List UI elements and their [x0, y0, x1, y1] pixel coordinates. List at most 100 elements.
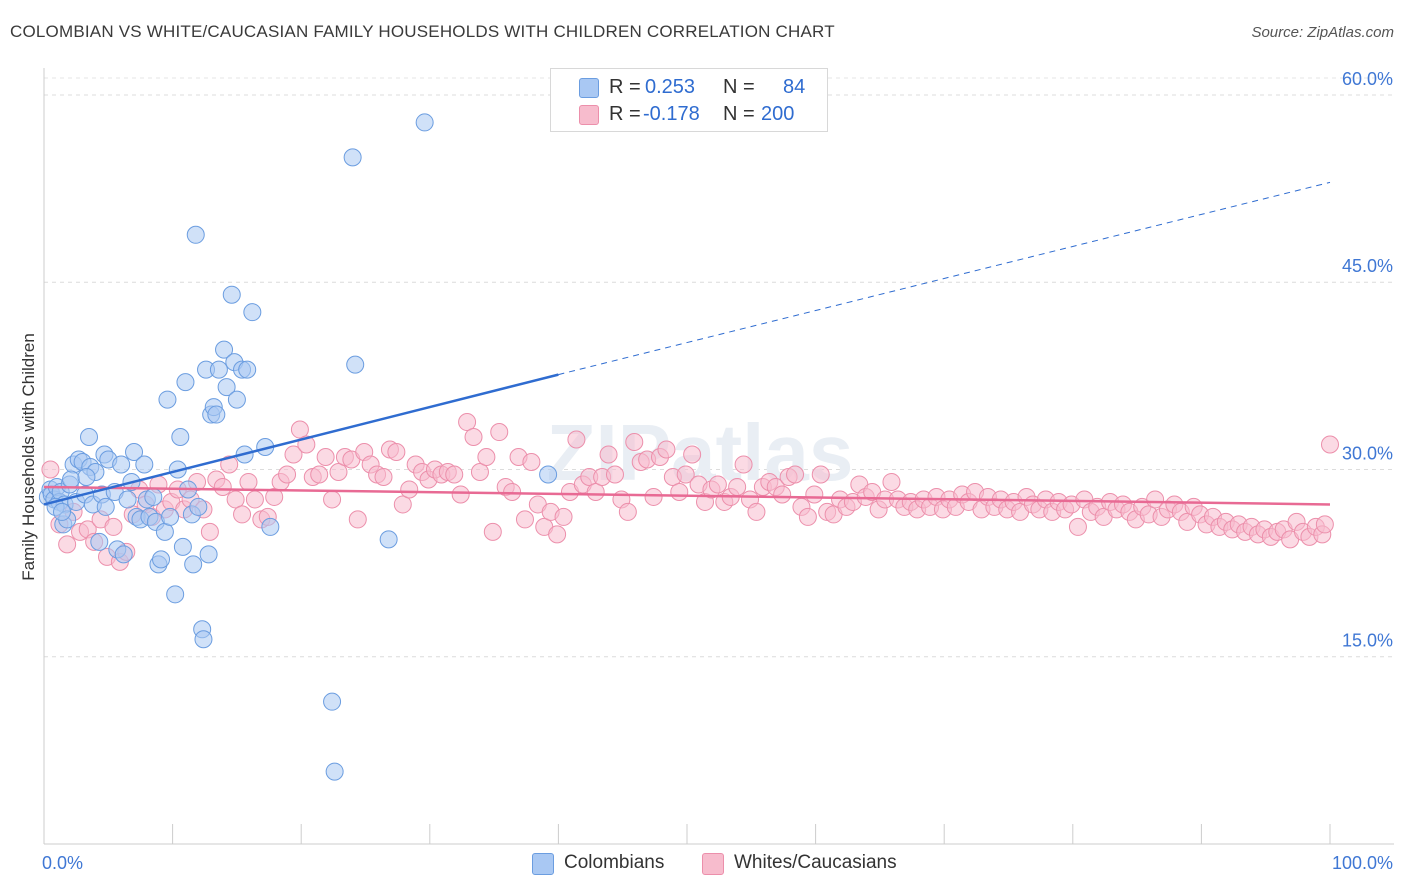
data-point	[209, 360, 228, 379]
y-tick-label: 60.0%	[1342, 69, 1393, 89]
data-point	[233, 505, 252, 524]
data-point	[798, 507, 817, 526]
data-point	[152, 550, 171, 569]
data-point	[734, 455, 753, 474]
data-point	[329, 462, 348, 481]
bottom-legend-label: Whites/Caucasians	[734, 852, 897, 873]
data-point	[155, 522, 174, 541]
data-point	[125, 443, 144, 462]
chart-title: COLOMBIAN VS WHITE/CAUCASIAN FAMILY HOUS…	[10, 22, 835, 41]
data-point	[325, 762, 344, 781]
data-point	[490, 423, 509, 442]
data-point	[265, 487, 284, 506]
trend-line-whites	[43, 485, 1331, 506]
data-point	[599, 445, 618, 464]
legend-n-label: N =	[723, 103, 755, 125]
data-point	[683, 445, 702, 464]
data-point	[186, 225, 205, 244]
data-point	[567, 430, 586, 449]
data-point	[586, 482, 605, 501]
data-point	[458, 413, 477, 432]
data-point	[393, 495, 412, 514]
legend-n-label: N =	[723, 76, 755, 98]
data-point	[41, 460, 60, 479]
data-point	[445, 465, 464, 484]
data-point	[118, 490, 137, 509]
data-point	[261, 517, 280, 536]
data-point	[400, 480, 419, 499]
data-point	[213, 477, 232, 496]
data-point	[80, 428, 99, 447]
data-point	[773, 485, 792, 504]
data-point	[173, 537, 192, 556]
data-point	[708, 475, 727, 494]
legend-n-value: 84	[783, 76, 806, 98]
y-tick-label: 30.0%	[1342, 443, 1393, 463]
data-point	[112, 455, 131, 474]
data-point	[310, 465, 329, 484]
data-point	[387, 443, 406, 462]
bottom-legend-swatch-whites	[702, 853, 724, 875]
data-point	[144, 487, 163, 506]
data-point	[104, 517, 123, 536]
data-point	[171, 428, 190, 447]
data-point	[464, 428, 483, 447]
y-tick-label: 15.0%	[1342, 631, 1393, 651]
data-point	[676, 465, 695, 484]
data-point	[548, 525, 567, 544]
data-point	[284, 445, 303, 464]
data-point	[189, 497, 208, 516]
data-point	[194, 630, 213, 649]
stats-legend: R = 0.253 N = 84 R = -0.178 N = 200	[550, 68, 828, 132]
data-point	[323, 692, 342, 711]
bottom-legend-swatch-colombians	[532, 853, 554, 875]
data-point	[554, 507, 573, 526]
legend-r-value: 0.253	[645, 76, 696, 98]
data-point	[227, 390, 246, 409]
data-point	[114, 545, 133, 564]
data-point	[176, 373, 195, 392]
data-point	[343, 148, 362, 167]
data-point	[483, 522, 502, 541]
data-point	[135, 455, 154, 474]
data-point	[290, 420, 309, 439]
data-point	[539, 465, 558, 484]
data-point	[62, 470, 81, 489]
trend-line-colombians-extension	[558, 181, 1331, 376]
legend-r-value: -0.178	[643, 103, 700, 125]
legend-r-label: R =	[609, 103, 641, 125]
bottom-legend-label: Colombians	[564, 852, 665, 873]
data-point	[316, 448, 335, 466]
data-point	[166, 585, 185, 604]
legend-r-label: R =	[609, 76, 641, 98]
data-point	[215, 340, 234, 359]
data-point	[200, 522, 219, 541]
data-point	[374, 467, 393, 486]
data-point	[222, 285, 241, 304]
data-point	[522, 452, 541, 471]
data-point	[207, 405, 226, 424]
x-tick-label: 100.0%	[1332, 853, 1393, 873]
data-point	[53, 502, 72, 521]
data-point	[1315, 515, 1334, 534]
data-point	[728, 477, 747, 496]
data-point	[515, 510, 534, 529]
data-point	[323, 490, 342, 509]
data-point	[670, 482, 689, 501]
data-point	[245, 490, 264, 509]
data-point	[96, 497, 115, 516]
data-point	[238, 360, 257, 379]
data-point	[470, 462, 489, 481]
data-point	[1146, 490, 1165, 509]
series-colombians	[38, 113, 558, 781]
data-point	[220, 455, 239, 474]
legend-swatch-colombians	[579, 78, 599, 98]
data-point	[786, 465, 805, 484]
data-point	[625, 433, 644, 452]
data-point	[618, 502, 637, 521]
legend-n-value: 200	[761, 103, 795, 125]
data-point	[379, 530, 398, 549]
data-point	[77, 467, 96, 486]
data-point	[644, 487, 663, 506]
